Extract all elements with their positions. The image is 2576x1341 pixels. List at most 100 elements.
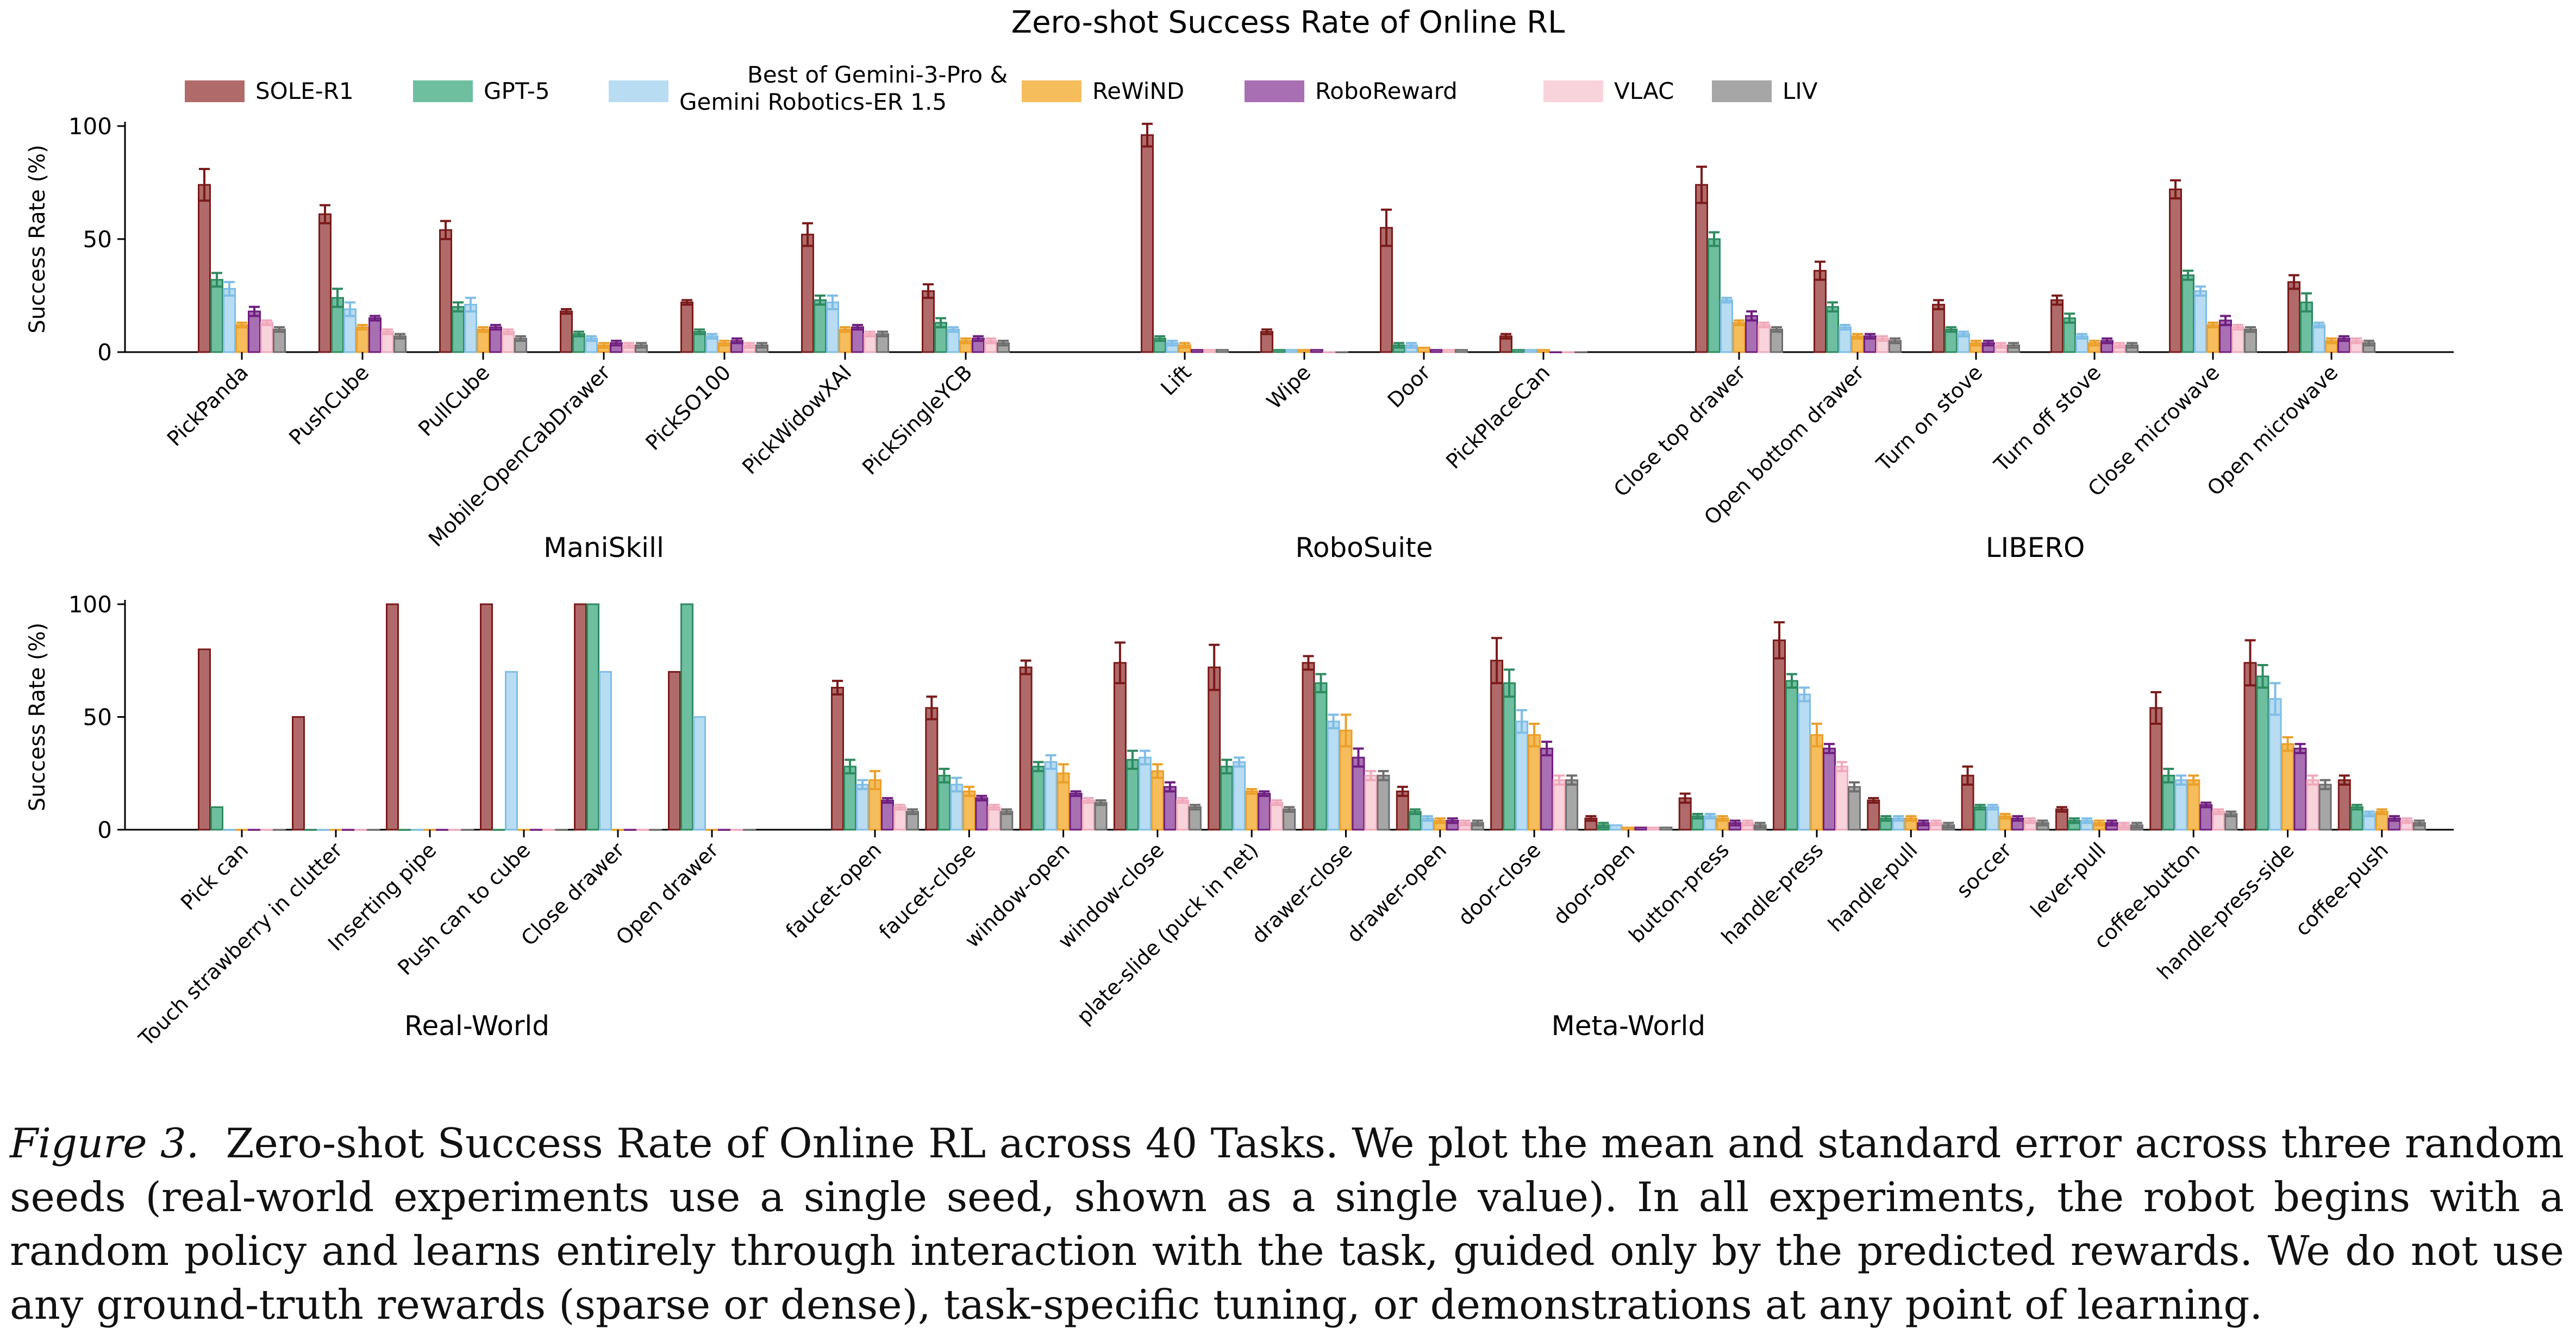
bar-window-close-best-of-gemini-3-pro-gemini-robotics-er-1-5 <box>1138 756 1152 831</box>
bar-pickplacecan-best-of-gemini-3-pro-gemini-robotics-er-1-5 <box>1524 349 1537 353</box>
x-tick-label-pullcube: PullCube <box>414 360 494 441</box>
x-tick-label-picksingleycb: PickSingleYCB <box>858 360 977 479</box>
bar-drawer-close-roboreward <box>1352 756 1365 831</box>
bar-pickplacecan-liv <box>1574 351 1587 353</box>
bar-handle-press-best-of-gemini-3-pro-gemini-robotics-er-1-5 <box>1798 693 1811 831</box>
bar-turn-on-stove-gpt-5 <box>1944 328 1958 353</box>
legend-swatch-rewind <box>1022 80 1081 102</box>
top-row-panel: Success Rate (%) 0 50 100 ManiSkill PickPanda… <box>25 113 2454 563</box>
group-label-real-world: Real-World <box>404 1010 549 1042</box>
bar-pullcube-sole-r1 <box>439 229 452 353</box>
bar-open-bottom-drawer-sole-r1 <box>1814 270 1827 353</box>
x-tick-label-pushcube: PushCube <box>284 360 373 449</box>
bar-open-microwave-sole-r1 <box>2287 281 2300 353</box>
y-tick-label: 100 <box>68 113 112 140</box>
bar-close-top-drawer-gpt-5 <box>1708 238 1721 353</box>
bar-wipe-liv <box>1335 351 1348 353</box>
bar-handle-press-rewind <box>1810 734 1823 831</box>
legend: SOLE-R1 GPT-5 Best of Gemini-3-Pro &Gemini… <box>185 61 1818 115</box>
bar-turn-off-stove-sole-r1 <box>2050 299 2064 353</box>
bar-picksingleycb-best-of-gemini-3-pro-gemini-robotics-er-1-5 <box>947 328 960 353</box>
x-tick-label-drawer-open: drawer-open <box>1342 838 1451 947</box>
bar-lift-liv <box>1216 349 1229 353</box>
chart-title: Zero-shot Success Rate of Online RL <box>1011 5 1565 40</box>
bar-open-drawer-gpt-5 <box>680 603 693 831</box>
bar-wipe-vlac <box>1323 351 1336 353</box>
bar-drawer-close-sole-r1 <box>1302 662 1315 831</box>
bar-window-close-vlac <box>1176 799 1189 831</box>
x-tick-label-close-top-drawer: Close top drawer <box>1609 360 1750 502</box>
bar-faucet-close-sole-r1 <box>925 707 939 831</box>
bar-drawer-open-sole-r1 <box>1396 790 1409 831</box>
bar-handle-press-side-gpt-5 <box>2256 675 2269 831</box>
bar-drawer-close-gpt-5 <box>1314 682 1328 831</box>
bar-pullcube-gpt-5 <box>452 306 465 353</box>
bar-handle-press-vlac <box>1835 766 1848 831</box>
x-tick-label-pick-can: Pick can <box>176 838 253 914</box>
bar-close-top-drawer-liv <box>1770 328 1783 353</box>
bar-door-open-roboreward <box>1634 826 1648 831</box>
bar-wipe-roboreward <box>1310 349 1323 353</box>
success-rate-figure: Zero-shot Success Rate of Online RL SOLE… <box>25 5 2454 1051</box>
x-tick-label-coffee-push: coffee-push <box>2290 838 2393 941</box>
bar-coffee-button-rewind <box>2187 779 2200 831</box>
figure-caption: Figure 3. Zero-shot Success Rate of Onli… <box>10 1117 2564 1332</box>
legend-label-liv: LIV <box>1783 78 1818 104</box>
bar-open-bottom-drawer-gpt-5 <box>1826 306 1839 353</box>
bar-wipe-best-of-gemini-3-pro-gemini-robotics-er-1-5 <box>1285 349 1298 353</box>
legend-swatch-vlac <box>1543 80 1603 102</box>
legend-label-sole-r1: SOLE-R1 <box>255 78 354 104</box>
bar-wipe-gpt-5 <box>1273 349 1286 353</box>
bar-door-liv <box>1455 349 1468 353</box>
y-tick-label: 50 <box>83 226 112 253</box>
legend-swatch-best-of-gemini-3-pro-gemini-robotics-er-1-5 <box>609 80 668 102</box>
bar-inserting-pipe-sole-r1 <box>386 603 399 831</box>
bar-close-drawer-gpt-5 <box>586 603 599 831</box>
y-tick-label: 100 <box>68 591 112 618</box>
bar-door-close-vlac <box>1553 779 1566 831</box>
bar-handle-press-roboreward <box>1823 748 1836 831</box>
bar-open-bottom-drawer-best-of-gemini-3-pro-gemini-robotics-er-1-5 <box>1839 326 1852 353</box>
legend-swatch-liv <box>1712 80 1772 102</box>
bar-pushcube-roboreward <box>368 317 382 353</box>
bar-handle-press-side-sole-r1 <box>2243 662 2257 831</box>
bar-open-microwave-best-of-gemini-3-pro-gemini-robotics-er-1-5 <box>2312 324 2325 353</box>
group-label-meta-world: Meta-World <box>1552 1010 1705 1042</box>
bottom-row-panel: Success Rate (%) 0 50 100 Real-World Pick can… <box>25 591 2454 1051</box>
bar-coffee-button-best-of-gemini-3-pro-gemini-robotics-er-1-5 <box>2174 779 2188 831</box>
x-tick-label-pickpanda: PickPanda <box>162 360 253 451</box>
bar-close-microwave-best-of-gemini-3-pro-gemini-robotics-er-1-5 <box>2194 290 2207 353</box>
bar-pickwidowxai-gpt-5 <box>814 299 827 353</box>
bar-door-close-sole-r1 <box>1490 660 1504 831</box>
bar-faucet-close-gpt-5 <box>937 774 951 831</box>
bar-close-drawer-best-of-gemini-3-pro-gemini-robotics-er-1-5 <box>599 671 612 831</box>
bar-coffee-button-sole-r1 <box>2149 707 2163 831</box>
bar-picksingleycb-sole-r1 <box>922 290 935 353</box>
bar-pickwidowxai-roboreward <box>851 326 864 353</box>
bar-window-close-roboreward <box>1163 786 1177 831</box>
bar-pickpanda-gpt-5 <box>210 279 223 353</box>
bar-plate-slide-puck-in-net-best-of-gemini-3-pro-gemini-robotics-er-1-5 <box>1233 761 1246 831</box>
bar-close-microwave-gpt-5 <box>2181 274 2194 353</box>
bar-window-close-rewind <box>1151 770 1164 831</box>
bar-plate-slide-puck-in-net-sole-r1 <box>1208 666 1221 831</box>
bar-pickso100-sole-r1 <box>680 301 693 353</box>
bar-open-drawer-sole-r1 <box>668 671 681 831</box>
bar-pushcube-sole-r1 <box>318 213 332 353</box>
y-axis-label: Success Rate (%) <box>25 145 50 333</box>
bar-door-open-rewind <box>1622 826 1635 831</box>
bar-pickpanda-roboreward <box>248 310 261 353</box>
bar-faucet-open-vlac <box>893 806 906 831</box>
x-tick-label-wipe: Wipe <box>1262 360 1315 413</box>
x-tick-label-pickwidowxai: PickWidowXAI <box>737 360 856 479</box>
bar-door-open-best-of-gemini-3-pro-gemini-robotics-er-1-5 <box>1609 824 1623 831</box>
bar-window-open-best-of-gemini-3-pro-gemini-robotics-er-1-5 <box>1044 761 1058 831</box>
bar-close-top-drawer-rewind <box>1733 322 1746 353</box>
bar-pickplacecan-vlac <box>1562 351 1575 353</box>
bar-handle-press-gpt-5 <box>1785 680 1798 831</box>
x-tick-label-plate-slide-puck-in-net: plate-slide (puck in net) <box>1072 838 1263 1029</box>
bar-door-close-rewind <box>1528 734 1541 831</box>
y-tick-label: 50 <box>83 704 112 731</box>
x-tick-label-door-close: door-close <box>1453 838 1545 930</box>
x-tick-label-door: Door <box>1383 360 1435 412</box>
